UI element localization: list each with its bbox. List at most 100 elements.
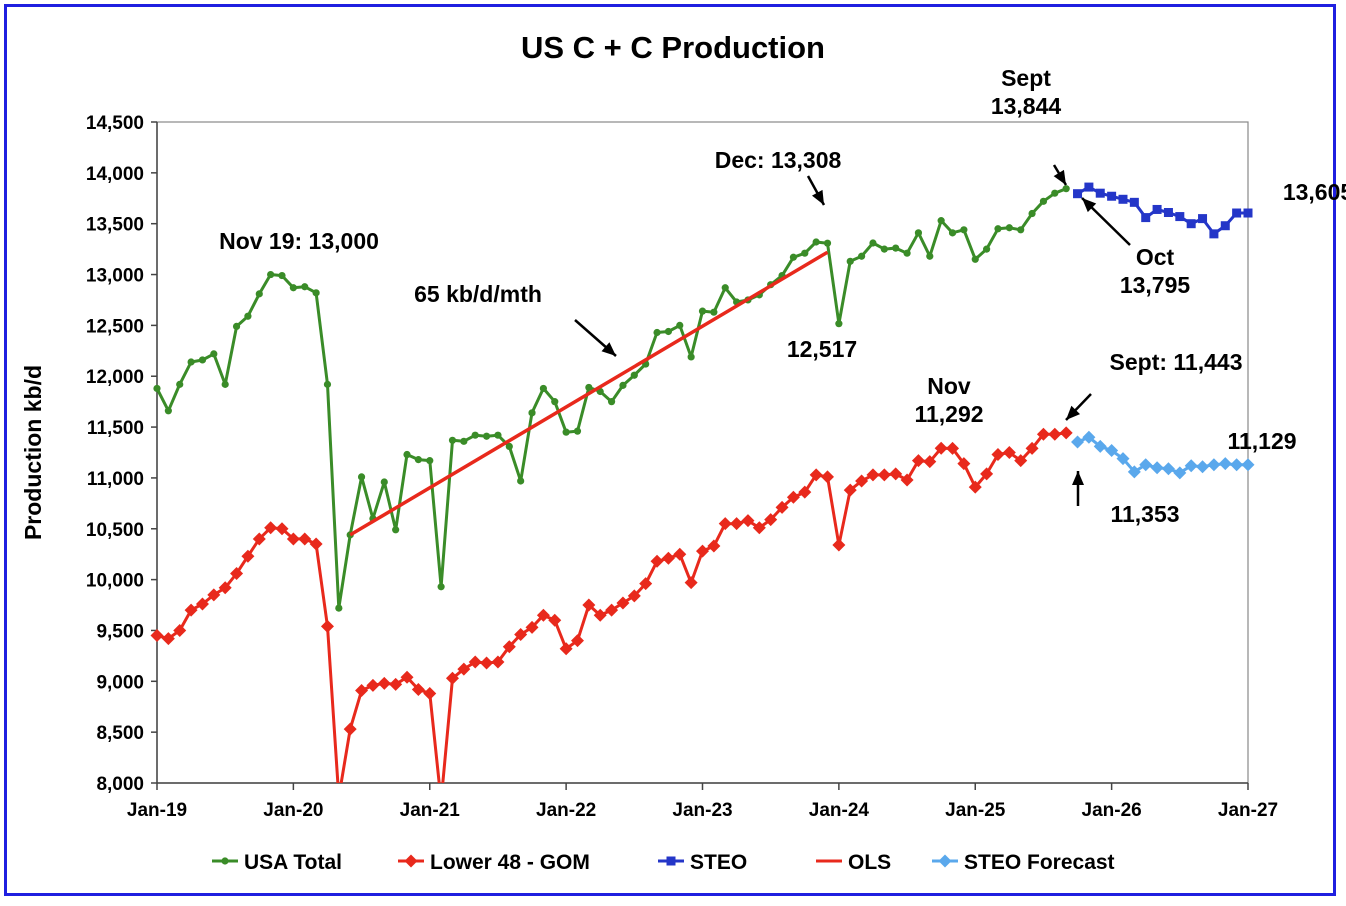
data-point-usa-total <box>607 398 616 406</box>
y-tick-label: 11,500 <box>87 418 144 439</box>
annotation-label: Nov <box>927 373 971 399</box>
data-point-usa-total <box>835 320 843 328</box>
annotation-label: 13,844 <box>991 93 1062 119</box>
y-tick-label: 9,500 <box>96 621 144 642</box>
data-point-lower-48-gom <box>309 537 323 551</box>
data-point-usa-total <box>255 290 263 298</box>
data-point-steo <box>1243 208 1253 218</box>
data-point-lower-48-gom <box>661 551 675 565</box>
data-point-usa-total <box>812 238 820 246</box>
legend-item-steo-forecast: STEO Forecast <box>932 851 1115 874</box>
arrow-head <box>1053 169 1066 185</box>
x-tick-label: Jan-26 <box>1082 800 1142 821</box>
data-point-lower-48-gom <box>536 608 550 622</box>
data-point-usa-total <box>983 245 991 253</box>
y-tick-label: 10,500 <box>86 520 144 541</box>
annotation-label: Sept <box>1001 65 1051 91</box>
series-line-ols <box>349 250 829 537</box>
data-point-usa-total <box>460 437 468 445</box>
data-point-usa-total <box>664 327 673 336</box>
data-point-usa-total <box>585 383 593 392</box>
data-point-steo-forecast <box>1161 462 1175 476</box>
x-tick-label: Jan-25 <box>945 800 1006 821</box>
data-point-steo <box>1095 188 1105 198</box>
data-point-lower-48-gom <box>230 567 244 581</box>
data-point-usa-total <box>926 252 934 260</box>
data-point-usa-total <box>357 473 366 481</box>
x-tick-label: Jan-19 <box>127 800 187 821</box>
data-point-usa-total <box>869 239 877 247</box>
x-tick-label: Jan-21 <box>400 800 461 821</box>
data-point-usa-total <box>573 427 582 435</box>
data-point-usa-total <box>960 226 968 234</box>
data-point-lower-48-gom <box>593 608 607 622</box>
data-point-usa-total <box>710 308 718 316</box>
data-point-usa-total <box>312 289 320 297</box>
y-tick-label: 13,500 <box>86 215 144 236</box>
x-tick-label: Jan-27 <box>1218 800 1278 821</box>
data-point-steo-forecast <box>1241 458 1255 472</box>
data-point-steo-forecast <box>1173 466 1187 480</box>
data-point-lower-48-gom <box>1059 426 1073 440</box>
arrow-head <box>1072 471 1084 485</box>
legend-label: OLS <box>848 851 891 874</box>
data-point-steo-forecast <box>1071 435 1085 449</box>
data-point-lower-48-gom <box>786 490 800 504</box>
data-point-usa-total <box>494 431 502 439</box>
data-point-steo <box>1084 182 1094 192</box>
annotation-label: 65 kb/d/mth <box>414 281 542 307</box>
data-point-usa-total <box>551 398 559 406</box>
data-point-steo-forecast <box>1082 430 1096 444</box>
data-point-usa-total <box>528 409 536 417</box>
data-point-usa-total <box>619 381 627 389</box>
data-point-usa-total <box>948 229 957 237</box>
legend-swatch-marker <box>404 854 418 868</box>
legend-item-usa-total: USA Total <box>212 851 342 874</box>
data-point-lower-48-gom <box>1002 446 1016 459</box>
data-point-lower-48-gom <box>525 620 539 634</box>
data-point-lower-48-gom <box>355 683 369 697</box>
data-point-lower-48-gom <box>877 468 891 482</box>
data-point-lower-48-gom <box>832 538 846 552</box>
data-point-usa-total <box>301 283 309 291</box>
annotation-arrow <box>1052 164 1068 186</box>
data-point-lower-48-gom <box>900 473 914 487</box>
annotation-label: Nov 19: 13,000 <box>219 228 379 254</box>
data-point-steo <box>1129 197 1139 207</box>
data-point-lower-48-gom <box>218 581 232 595</box>
data-point-lower-48-gom <box>639 577 653 591</box>
data-point-lower-48-gom <box>457 662 471 676</box>
data-point-lower-48-gom <box>605 603 619 617</box>
data-point-lower-48-gom <box>696 544 709 558</box>
annotation-label: 13,795 <box>1120 272 1191 298</box>
arrow-head <box>811 189 824 205</box>
data-point-usa-total <box>801 249 809 257</box>
annotation-label: Dec: 13,308 <box>715 147 842 173</box>
data-point-steo <box>1118 194 1128 204</box>
data-point-steo-forecast <box>1230 458 1244 472</box>
y-tick-label: 8,000 <box>96 774 144 795</box>
data-point-lower-48-gom <box>343 722 357 736</box>
data-point-lower-48-gom <box>684 576 698 590</box>
legend-label: Lower 48 - GOM <box>430 851 590 874</box>
data-point-usa-total <box>880 245 888 253</box>
annotation-arrow <box>1072 471 1084 506</box>
data-point-lower-48-gom <box>366 678 380 692</box>
data-point-lower-48-gom <box>934 441 948 455</box>
y-tick-label: 9,000 <box>96 672 144 693</box>
data-point-lower-48-gom <box>798 485 812 499</box>
data-point-lower-48-gom <box>809 468 823 482</box>
data-point-usa-total <box>676 321 684 329</box>
data-point-lower-48-gom <box>707 539 721 553</box>
data-point-lower-48-gom <box>252 532 266 546</box>
data-point-usa-total <box>448 436 457 444</box>
annotation-arrow <box>574 319 617 357</box>
series-layer <box>150 182 1255 783</box>
data-point-usa-total <box>539 384 547 393</box>
arrow-head <box>601 342 616 356</box>
series-lower-48-gom <box>150 426 1073 783</box>
data-point-steo-forecast <box>1184 459 1198 473</box>
data-point-usa-total <box>505 442 513 450</box>
data-point-steo <box>1163 208 1173 218</box>
data-point-steo-forecast <box>1116 452 1130 466</box>
